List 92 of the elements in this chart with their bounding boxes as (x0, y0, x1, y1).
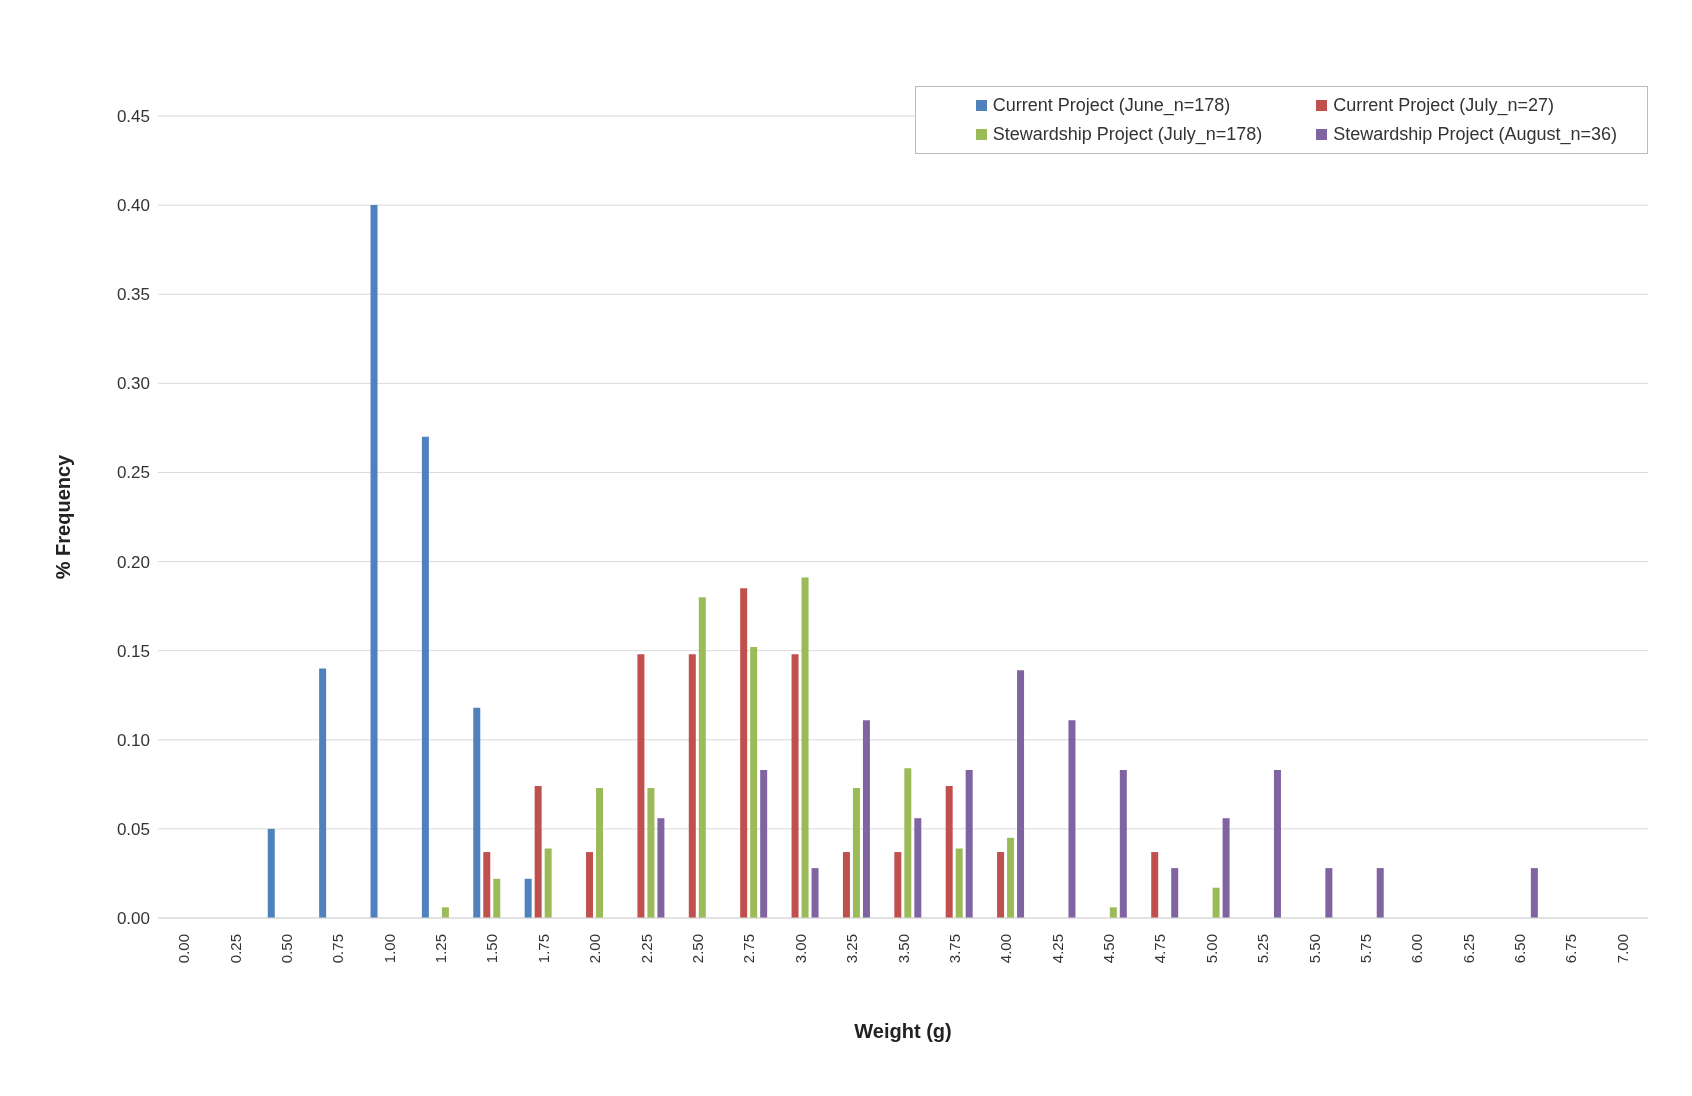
x-tick-label: 0.50 (277, 934, 295, 964)
bar (698, 597, 706, 918)
bar (945, 786, 953, 918)
bar (904, 768, 912, 918)
bar (441, 907, 449, 918)
bar (894, 852, 902, 918)
x-tick-label: 6.75 (1562, 934, 1580, 964)
bar (791, 654, 799, 918)
x-tick-label: 5.50 (1305, 934, 1323, 964)
x-tick-label: 1.75 (534, 934, 552, 964)
x-tick-label: 7.00 (1613, 934, 1631, 964)
x-tick-label: 4.75 (1151, 934, 1169, 964)
y-tick-label: 0.15 (116, 641, 150, 661)
bar (1007, 837, 1015, 918)
bar (750, 647, 758, 918)
x-tick-label: 1.00 (380, 934, 398, 964)
x-axis-title: Weight (g) (854, 1020, 952, 1042)
bar (370, 205, 378, 918)
y-tick-label: 0.40 (116, 196, 150, 216)
bar (688, 654, 696, 918)
y-axis-title: % Frequency (52, 453, 75, 580)
bar (647, 787, 655, 918)
y-tick-label: 0.30 (116, 374, 150, 394)
legend-label: Stewardship Project (July_n=178) (991, 124, 1264, 145)
x-tick-label: 4.25 (1048, 934, 1066, 964)
y-tick-label: 0.05 (116, 819, 150, 839)
x-tick-label: 6.25 (1459, 934, 1477, 964)
x-tick-label: 3.25 (843, 934, 861, 964)
bar (1273, 770, 1281, 918)
bar (493, 878, 501, 918)
bar (657, 818, 665, 918)
legend-label: Current Project (July_n=27) (1332, 95, 1555, 116)
y-tick-label: 0.35 (116, 285, 150, 305)
bar (1325, 868, 1333, 918)
bar (421, 436, 429, 918)
bar (914, 818, 922, 918)
bar (862, 720, 870, 918)
bar (1151, 852, 1159, 918)
x-tick-label: 2.00 (586, 934, 604, 964)
x-tick-label: 0.00 (175, 934, 193, 964)
bar (811, 868, 819, 918)
bar (801, 577, 809, 918)
bar (955, 848, 963, 918)
bar (637, 654, 645, 918)
bar (586, 852, 594, 918)
bar (1017, 670, 1025, 918)
x-tick-label: 0.25 (226, 934, 244, 964)
bar (473, 707, 481, 918)
x-tick-label: 5.75 (1356, 934, 1374, 964)
y-tick-label: 0.00 (116, 909, 150, 929)
legend-label: Current Project (June_n=178) (991, 95, 1232, 116)
y-tick-label: 0.25 (116, 463, 150, 483)
y-tick-label: 0.45 (116, 107, 150, 127)
bar (544, 848, 552, 918)
x-tick-label: 4.00 (997, 934, 1015, 964)
x-tick-label: 4.50 (1100, 934, 1118, 964)
legend-label: Stewardship Project (August_n=36) (1332, 124, 1617, 145)
bar (1376, 868, 1384, 918)
bar (1530, 868, 1538, 918)
x-tick-label: 6.50 (1511, 934, 1529, 964)
x-tick-label: 3.00 (791, 934, 809, 964)
y-tick-label: 0.10 (116, 730, 150, 750)
bar (965, 770, 973, 918)
x-tick-label: 2.50 (688, 934, 706, 964)
bar (596, 787, 604, 918)
bar (1212, 887, 1220, 918)
bar (1171, 868, 1179, 918)
bar (534, 786, 542, 918)
bar (842, 852, 850, 918)
x-tick-label: 5.25 (1254, 934, 1272, 964)
x-tick-label: 2.25 (637, 934, 655, 964)
x-tick-label: 3.75 (945, 934, 963, 964)
x-tick-label: 1.25 (432, 934, 450, 964)
bar (524, 878, 532, 918)
bar (1222, 818, 1230, 918)
bar (267, 828, 275, 918)
x-tick-label: 3.50 (894, 934, 912, 964)
bar (483, 852, 491, 918)
x-tick-label: 6.00 (1408, 934, 1426, 964)
bar (1119, 770, 1127, 918)
x-tick-label: 2.75 (740, 934, 758, 964)
bar (760, 770, 768, 918)
x-tick-label: 1.50 (483, 934, 501, 964)
x-tick-label: 5.00 (1202, 934, 1220, 964)
bar (997, 852, 1005, 918)
bar (1068, 720, 1076, 918)
bar (852, 787, 860, 918)
y-tick-label: 0.20 (116, 552, 150, 572)
x-tick-label: 0.75 (329, 934, 347, 964)
bar (740, 588, 748, 918)
bar (1109, 907, 1117, 918)
bar (319, 668, 327, 918)
